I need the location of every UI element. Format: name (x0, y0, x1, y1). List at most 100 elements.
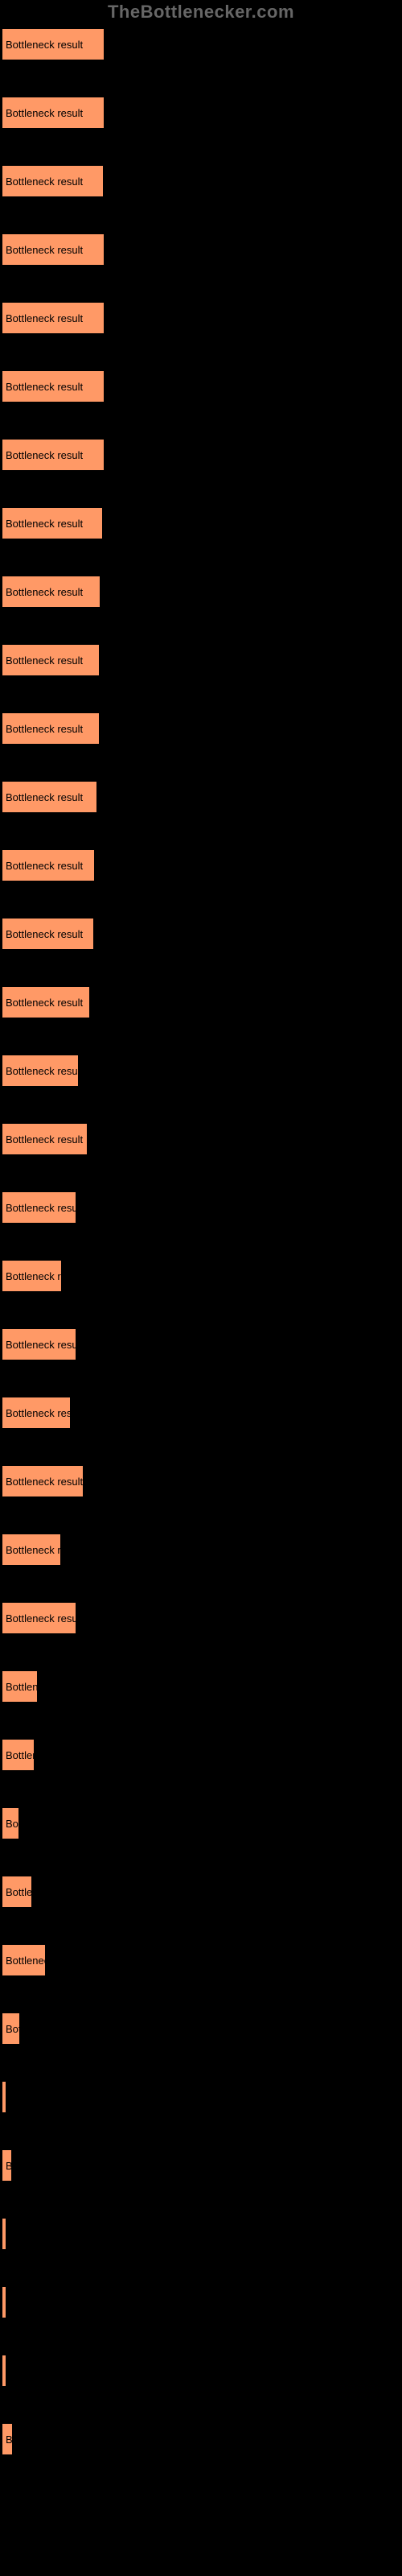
bar-row: Bottleneck result (2, 2149, 402, 2182)
bar-row: Bottleneck result (2, 1944, 402, 1976)
bar: Bottleneck result (2, 712, 100, 745)
bar-row: Bottleneck result (2, 1328, 402, 1360)
bar: Bottleneck result (2, 2218, 6, 2250)
bar-label: Bottleneck result (6, 107, 83, 119)
bar-row: Bottleneck result (2, 1534, 402, 1566)
bar-row: Bottleneck result (2, 576, 402, 608)
bar: Bottleneck result (2, 1944, 46, 1976)
bar-row: Bottleneck result (2, 712, 402, 745)
bar-label: Bottleneck result (6, 175, 83, 188)
bar: Bottleneck result (2, 28, 105, 60)
bar-label: Bottleneck result (6, 1681, 38, 1693)
bar-row: Bottleneck result (2, 28, 402, 60)
bar-row: Bottleneck result (2, 2013, 402, 2045)
bar-row: Bottleneck result (2, 233, 402, 266)
bar: Bottleneck result (2, 1739, 35, 1771)
bar-row: Bottleneck result (2, 644, 402, 676)
bar: Bottleneck result (2, 233, 105, 266)
bar: Bottleneck result (2, 1260, 62, 1292)
bar: Bottleneck result (2, 370, 105, 402)
bar: Bottleneck result (2, 302, 105, 334)
bar-row: Bottleneck result (2, 370, 402, 402)
bar-row: Bottleneck result (2, 165, 402, 197)
bar-label: Bottleneck result (6, 381, 83, 393)
bar-label: Bottleneck result (6, 244, 83, 256)
chart-container: Bottleneck result Bottleneck result Bottle… (0, 0, 402, 2455)
bar-label: Bottleneck result (6, 1749, 35, 1761)
bar-label: Bottleneck result (6, 860, 83, 872)
bar: Bottleneck result (2, 1465, 84, 1497)
bar: Bottleneck result (2, 849, 95, 881)
bar: Bottleneck result (2, 1123, 88, 1155)
bar-label: Bottleneck result (6, 723, 83, 735)
bar-row: Bottleneck result (2, 1191, 402, 1224)
bar: Bottleneck result (2, 507, 103, 539)
bar-row: Bottleneck result (2, 2218, 402, 2250)
bar-row: Bottleneck result (2, 1465, 402, 1497)
bar: Bottleneck result (2, 576, 100, 608)
bar-label: Bottleneck result (6, 1955, 46, 1967)
bar: Bottleneck result (2, 1602, 76, 1634)
bar: Bottleneck result (2, 1328, 76, 1360)
bar: Bottleneck result (2, 2081, 6, 2113)
bar-label: Bottleneck result (6, 654, 83, 667)
bar-row: Bottleneck result (2, 2081, 402, 2113)
bar-row: Bottleneck result (2, 302, 402, 334)
bar-label: Bottleneck result (6, 518, 83, 530)
bar-label: Bottleneck result (6, 2434, 13, 2446)
bar-label: Bottleneck result (6, 1476, 83, 1488)
bar-row: Bottleneck result (2, 1670, 402, 1703)
bar: Bottleneck result (2, 2013, 20, 2045)
bar-row: Bottleneck result (2, 507, 402, 539)
bar: Bottleneck result (2, 1670, 38, 1703)
bar: Bottleneck result (2, 2423, 13, 2455)
bar-row: Bottleneck result (2, 2355, 402, 2387)
bar-label: Bottleneck result (6, 1544, 61, 1556)
bar: Bottleneck result (2, 97, 105, 129)
bar: Bottleneck result (2, 439, 105, 471)
bar-row: Bottleneck result (2, 439, 402, 471)
bar-label: Bottleneck result (6, 2160, 12, 2172)
bar-label: Bottleneck result (6, 1202, 76, 1214)
bar-label: Bottleneck result (6, 1270, 62, 1282)
bar-label: Bottleneck result (6, 39, 83, 51)
watermark-text: TheBottlenecker.com (108, 2, 294, 23)
bar-label: Bottleneck result (6, 1133, 83, 1146)
bar-label: Bottleneck result (6, 1818, 19, 1830)
bar-row: Bottleneck result (2, 1055, 402, 1087)
bar-label: Bottleneck result (6, 449, 83, 461)
bar: Bottleneck result (2, 2355, 6, 2387)
bar: Bottleneck result (2, 918, 94, 950)
bar: Bottleneck result (2, 2286, 6, 2318)
bar-label: Bottleneck result (6, 928, 83, 940)
bar: Bottleneck result (2, 986, 90, 1018)
bar-row: Bottleneck result (2, 1123, 402, 1155)
bar-label: Bottleneck result (6, 1407, 71, 1419)
bar-row: Bottleneck result (2, 97, 402, 129)
bar-row: Bottleneck result (2, 1397, 402, 1429)
bar: Bottleneck result (2, 1191, 76, 1224)
bar: Bottleneck result (2, 1055, 79, 1087)
bar-row: Bottleneck result (2, 1260, 402, 1292)
bar-row: Bottleneck result (2, 1807, 402, 1839)
bar-label: Bottleneck result (6, 586, 83, 598)
bar-row: Bottleneck result (2, 918, 402, 950)
bar-label: Bottleneck result (6, 1065, 79, 1077)
bar-row: Bottleneck result (2, 849, 402, 881)
bar-label: Bottleneck result (6, 1612, 76, 1624)
bar: Bottleneck result (2, 644, 100, 676)
bar-row: Bottleneck result (2, 1602, 402, 1634)
bar-label: Bottleneck result (6, 312, 83, 324)
bar-label: Bottleneck result (6, 2023, 20, 2035)
bar-row: Bottleneck result (2, 986, 402, 1018)
bar: Bottleneck result (2, 781, 97, 813)
bar-row: Bottleneck result (2, 2286, 402, 2318)
bar-label: Bottleneck result (6, 1339, 76, 1351)
bar: Bottleneck result (2, 1807, 19, 1839)
bar-row: Bottleneck result (2, 2423, 402, 2455)
bar-label: Bottleneck result (6, 791, 83, 803)
bar: Bottleneck result (2, 2149, 12, 2182)
bar: Bottleneck result (2, 1397, 71, 1429)
bar-row: Bottleneck result (2, 1876, 402, 1908)
bar-label: Bottleneck result (6, 997, 83, 1009)
